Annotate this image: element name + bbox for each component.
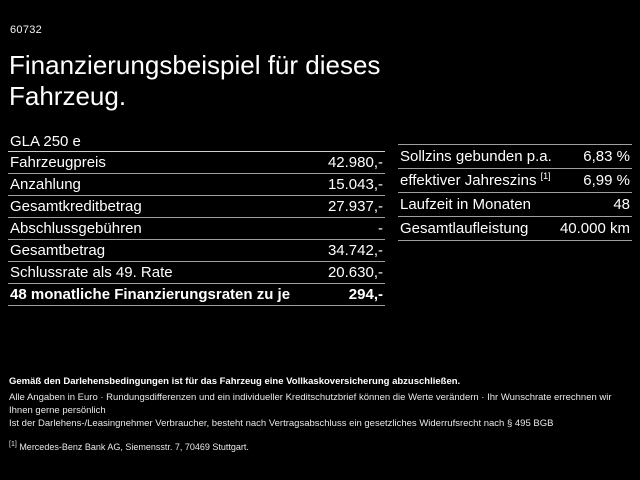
table-row: Anzahlung 15.043,-	[8, 174, 385, 196]
row-label: Gesamtbetrag	[10, 242, 106, 259]
conditions-table: Sollzins gebunden p.a. 6,83 % effektiver…	[398, 144, 632, 241]
table-row: Laufzeit in Monaten 48	[398, 193, 632, 217]
row-value: 48	[613, 196, 630, 213]
vehicle-model-label: GLA 250 e	[10, 132, 81, 150]
row-value: 42.980,-	[327, 154, 383, 171]
table-row: Gesamtlaufleistung 40.000 km	[398, 217, 632, 241]
finance-table: GLA 250 e Fahrzeugpreis 42.980,- Anzahlu…	[8, 131, 385, 306]
disclaimer-line: Ist der Darlehens-/Leasingnehmer Verbrau…	[9, 418, 554, 429]
table-row: Schlussrate als 49. Rate 20.630,-	[8, 262, 385, 284]
vehicle-model: GLA 250 e	[8, 131, 385, 152]
row-label: effektiver Jahreszins [1]	[400, 171, 551, 190]
offer-code: 60732	[10, 24, 43, 36]
row-label: Fahrzeugpreis	[10, 154, 106, 171]
table-row: Gesamtkreditbetrag 27.937,-	[8, 196, 385, 218]
table-row: Fahrzeugpreis 42.980,-	[8, 152, 385, 174]
table-row: Sollzins gebunden p.a. 6,83 %	[398, 145, 632, 169]
row-label: Schlussrate als 49. Rate	[10, 264, 173, 281]
row-label: Anzahlung	[10, 176, 81, 193]
row-label: Abschlussgebühren	[10, 220, 142, 237]
row-value: 6,83 %	[583, 148, 630, 165]
legal-footer: Gemäß den Darlehensbedingungen ist für d…	[9, 375, 631, 454]
insurance-notice: Gemäß den Darlehensbedingungen ist für d…	[9, 376, 461, 387]
row-value: 15.043,-	[327, 176, 383, 193]
row-label: Sollzins gebunden p.a.	[400, 148, 552, 165]
bank-footnote: [1] Mercedes-Benz Bank AG, Siemensstr. 7…	[9, 438, 631, 454]
row-value: 294,-	[348, 286, 383, 303]
page-title: Finanzierungsbeispiel für dieses Fahrzeu…	[9, 50, 381, 111]
row-label: Gesamtkreditbetrag	[10, 198, 142, 215]
table-row-monthly-rate: 48 monatliche Finanzierungsraten zu je 2…	[8, 284, 385, 306]
footnote-marker: [1]	[9, 441, 17, 448]
row-value: 27.937,-	[327, 198, 383, 215]
disclaimer-line: Alle Angaben in Euro · Rundungsdifferenz…	[9, 392, 612, 416]
footnote-text: Mercedes-Benz Bank AG, Siemensstr. 7, 70…	[19, 442, 249, 452]
table-row: effektiver Jahreszins [1] 6,99 %	[398, 169, 632, 193]
table-row: Abschlussgebühren -	[8, 218, 385, 240]
row-label: Gesamtlaufleistung	[400, 220, 529, 237]
row-value: -	[378, 220, 383, 237]
row-label: Laufzeit in Monaten	[400, 196, 531, 213]
footnote-marker: [1]	[540, 171, 551, 181]
row-value: 20.630,-	[327, 264, 383, 281]
table-row: Gesamtbetrag 34.742,-	[8, 240, 385, 262]
row-value: 34.742,-	[327, 242, 383, 259]
row-value: 40.000 km	[559, 220, 630, 237]
row-value: 6,99 %	[583, 172, 630, 189]
row-label: 48 monatliche Finanzierungsraten zu je	[10, 286, 291, 303]
